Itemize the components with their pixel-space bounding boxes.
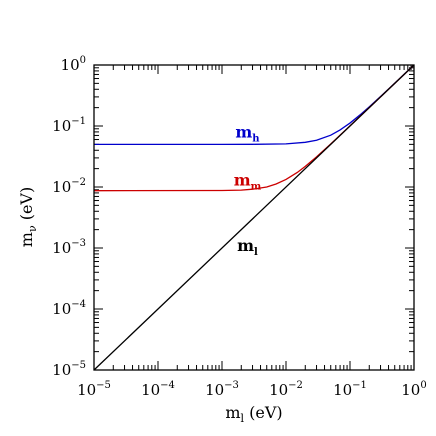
x-tick-label: 100 <box>401 380 426 399</box>
x-tick-label: 10−5 <box>77 380 111 399</box>
y-tick-label: 10−2 <box>52 177 86 196</box>
y-axis-label: mν (eV) <box>17 187 39 247</box>
x-tick-label: 10−1 <box>333 380 367 399</box>
plot-frame <box>93 64 415 371</box>
y-tick-label: 10−3 <box>52 238 86 257</box>
y-tick-label: 10−4 <box>52 299 86 318</box>
y-tick-label: 10−1 <box>52 116 86 135</box>
series-label-h: mh <box>235 122 260 144</box>
series-line-m <box>93 64 415 192</box>
series-layer <box>93 64 415 371</box>
x-tick-label: 10−4 <box>141 380 175 399</box>
y-tick-label: 100 <box>61 55 86 74</box>
series-label-l: ml <box>237 236 258 258</box>
x-tick-label: 10−2 <box>269 380 303 399</box>
labels-layer: 10−5 10−4 10−3 10−2 10−1 100 10−5 10−4 10−3 10−2 1… <box>52 55 427 399</box>
series-line-l <box>93 64 415 371</box>
x-tick-label: 10−3 <box>205 380 239 399</box>
x-axis-label: ml (eV) <box>225 403 282 425</box>
y-tick-label: 10−5 <box>52 360 86 379</box>
ticks-layer <box>93 64 415 371</box>
series-label-m: mm <box>234 171 262 193</box>
